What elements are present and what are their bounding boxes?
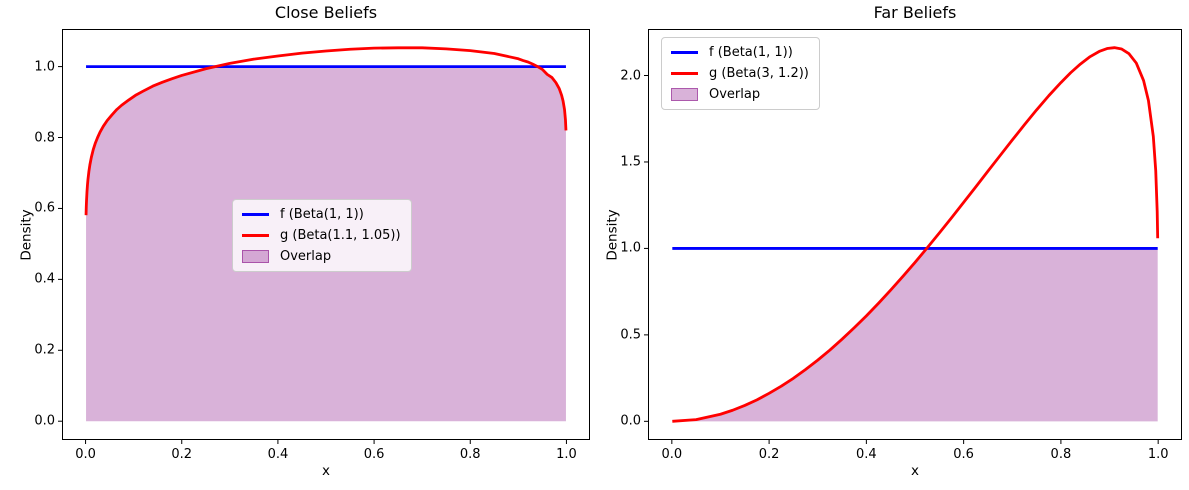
x-tick-label: 0.4 [267, 447, 289, 462]
x-tick-label: 0.2 [758, 447, 780, 462]
y-tick-label: 0.0 [620, 413, 641, 429]
x-tick-label: 0.8 [459, 447, 481, 462]
legend-line-swatch [242, 234, 269, 237]
x-tick-label: 0.6 [363, 447, 385, 462]
far-beliefs-plot: Far Beliefs 0.0 0.2 0.4 0.6 0.8 1.0 0.0 0.5 1.0… [605, 3, 1182, 479]
legend-line-swatch [671, 72, 698, 75]
y-tick-label: 0.8 [34, 130, 55, 145]
legend-line-swatch [671, 51, 698, 54]
y-tick-label: 0.6 [34, 200, 55, 216]
far-beliefs-canvas [644, 29, 1182, 444]
legend-entry: Overlap [671, 87, 809, 102]
y-tick-label: 1.0 [34, 59, 55, 75]
y-axis-label: Density [604, 208, 621, 261]
close-beliefs-plot: Close Beliefs 0.0 0.2 0.4 0.6 0.8 1.0 0.0 0.2 0… [19, 3, 590, 479]
plot-title: Close Beliefs [274, 3, 378, 22]
legend: f (Beta(1, 1)) g (Beta(3, 1.2)) Overlap [661, 37, 820, 110]
g-density-line [672, 46, 1160, 423]
x-tick-label: 0.8 [1050, 447, 1072, 462]
legend-label: f (Beta(1, 1)) [709, 45, 793, 60]
plot-title: Far Beliefs [873, 3, 957, 22]
legend-label: g (Beta(3, 1.2)) [709, 66, 809, 81]
legend-label: g (Beta(1.1, 1.05)) [280, 228, 401, 243]
y-tick-label: 0.5 [620, 327, 641, 343]
y-tick-label: 0.2 [34, 342, 55, 358]
y-axis-label: Density [18, 208, 35, 261]
overlap-region [672, 248, 1158, 422]
legend-label: f (Beta(1, 1)) [280, 207, 364, 222]
x-tick-label: 0.4 [856, 447, 877, 462]
x-tick-label: 0.0 [661, 447, 683, 462]
x-tick-label: 0.6 [953, 447, 974, 462]
x-tick-label: 0.2 [171, 447, 193, 462]
legend-label: Overlap [709, 87, 761, 102]
legend-entry: Overlap [242, 249, 401, 264]
y-tick-label: 2.0 [620, 68, 641, 83]
x-tick-label: 1.0 [556, 447, 577, 462]
y-tick-label: 0.4 [34, 271, 55, 287]
legend-patch-swatch [242, 250, 269, 263]
y-tick-label: 1.5 [620, 154, 641, 170]
x-tick-label: 1.0 [1147, 447, 1169, 462]
x-axis-label: x [322, 463, 330, 479]
axes-spines [648, 29, 1182, 440]
y-tick-label: 0.0 [34, 413, 55, 429]
legend-label: Overlap [280, 249, 332, 264]
legend: f (Beta(1, 1)) g (Beta(1.1, 1.05)) Overlap [232, 199, 412, 272]
g-density-line [84, 46, 568, 216]
x-axis-label: x [911, 463, 919, 479]
x-tick-label: 0.0 [75, 447, 96, 462]
legend-patch-swatch [671, 88, 698, 101]
y-tick-label: 1.0 [620, 240, 641, 256]
legend-entry: f (Beta(1, 1)) [671, 45, 809, 60]
axes-spines [62, 29, 590, 440]
legend-entry: g (Beta(1.1, 1.05)) [242, 228, 401, 243]
legend-line-swatch [242, 213, 269, 216]
legend-entry: f (Beta(1, 1)) [242, 207, 401, 222]
legend-entry: g (Beta(3, 1.2)) [671, 66, 809, 81]
